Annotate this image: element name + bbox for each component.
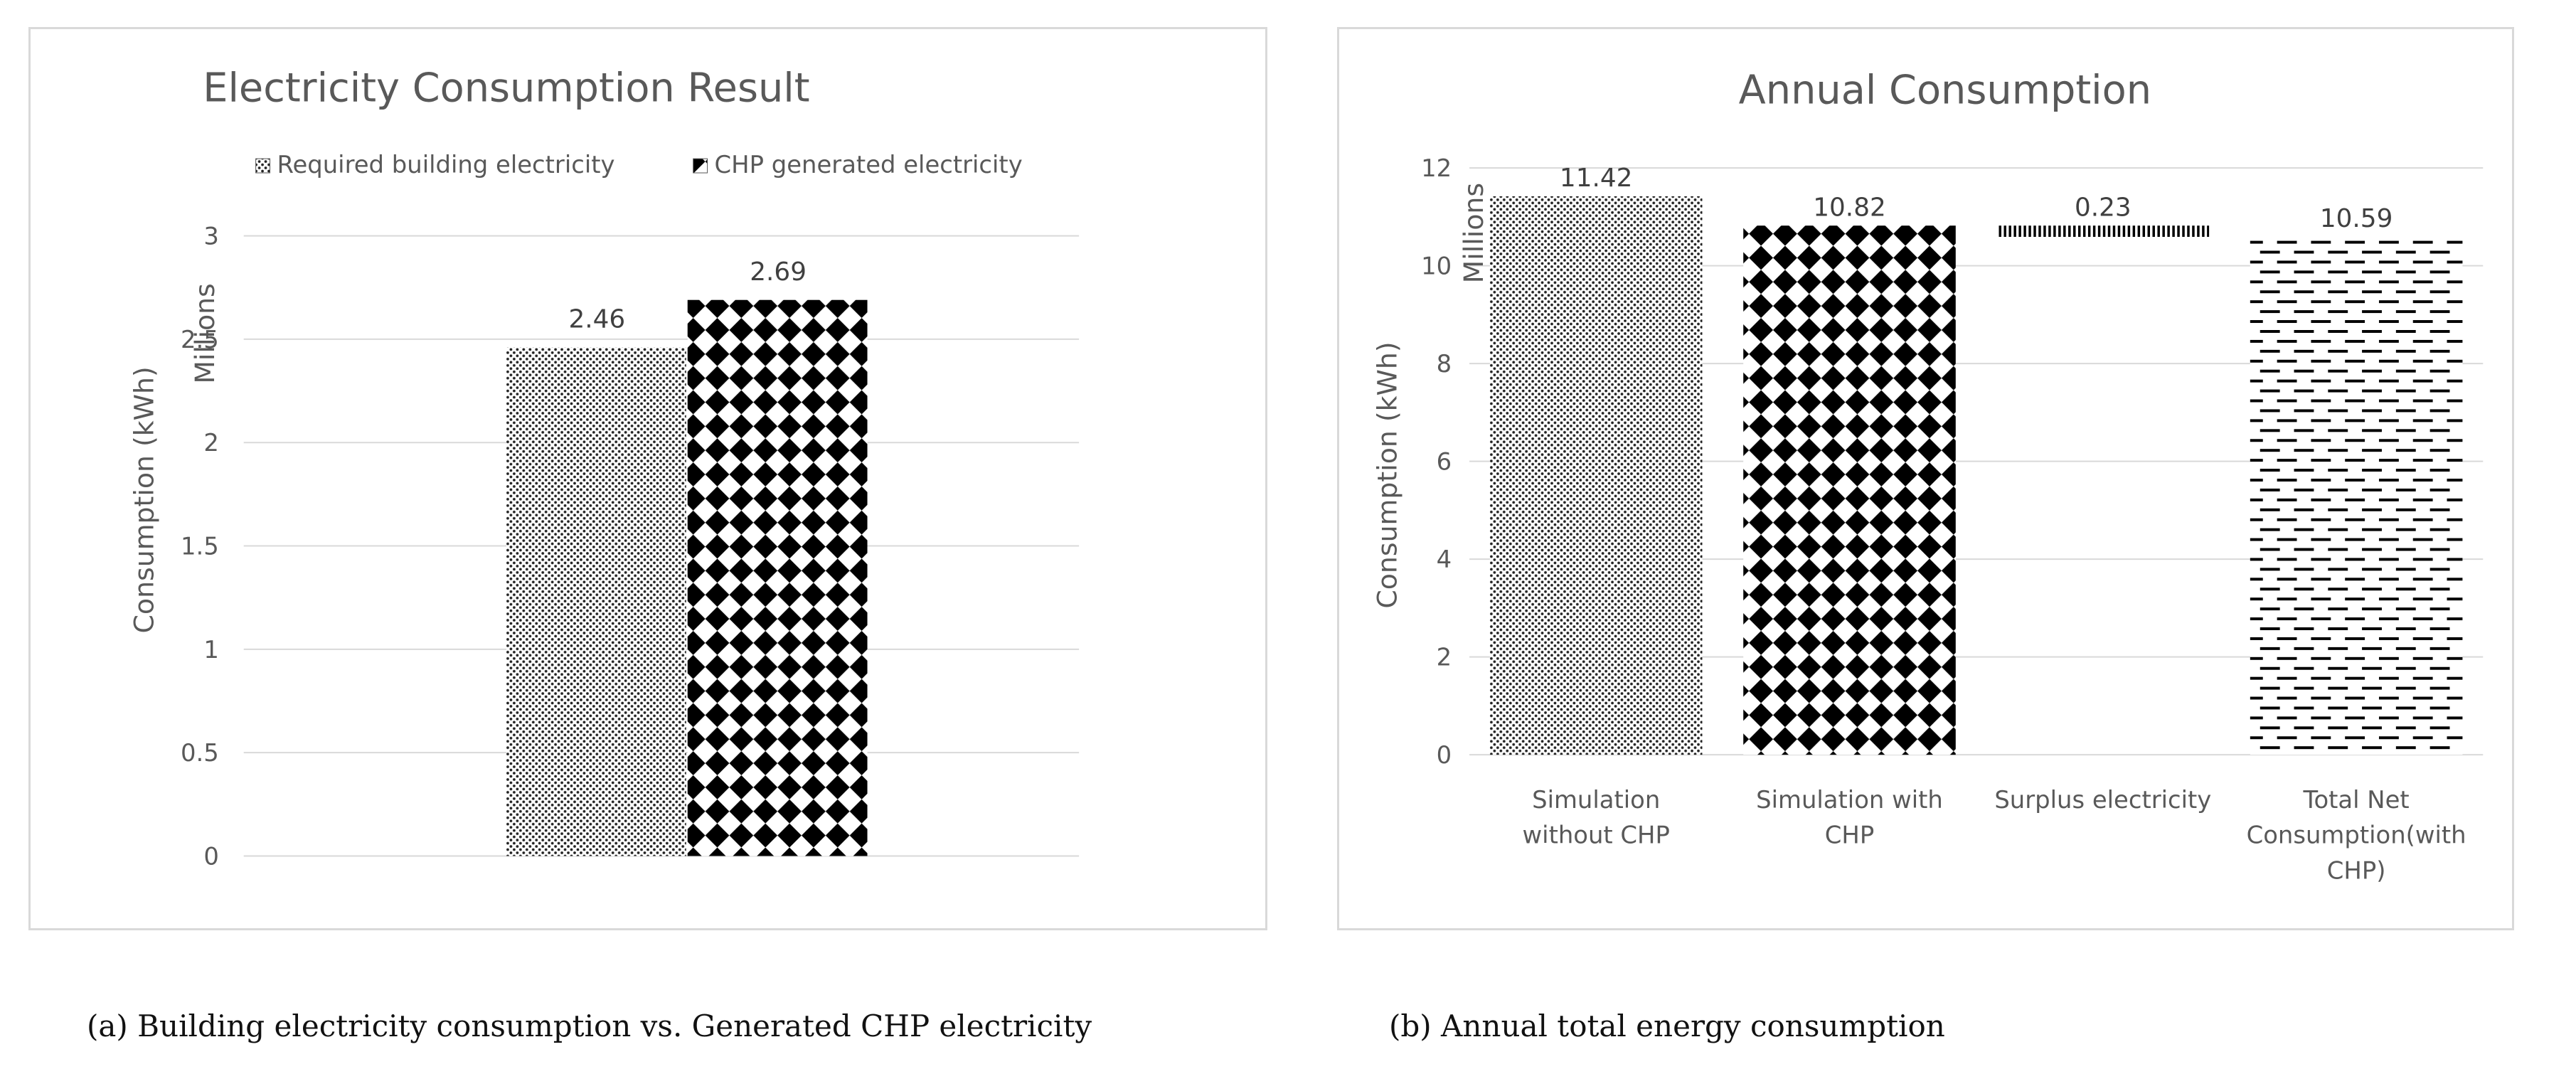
- y-axis-label: Consumption (kWh): [128, 366, 159, 633]
- figure-caption-a: (a) Building electricity consumption vs.…: [87, 1009, 1092, 1043]
- y-axis-unit: Millions: [1458, 183, 1489, 283]
- bar: [2250, 237, 2463, 755]
- y-tick-label: 12: [1421, 154, 1452, 182]
- x-category-label: without CHP: [1523, 822, 1670, 849]
- y-tick-label: 6: [1437, 448, 1452, 476]
- bar: [1996, 225, 2210, 238]
- y-tick-label: 0: [1437, 741, 1452, 769]
- data-label: 11.42: [1560, 164, 1633, 193]
- y-tick-label: 8: [1437, 350, 1452, 378]
- x-category-label: Surplus electricity: [1994, 786, 2211, 814]
- y-tick-label: 1.5: [181, 532, 219, 560]
- y-axis-unit: Millions: [189, 283, 220, 383]
- chart-panel-annual-consumption: Annual Consumption 0 2 4 6 8 10 12 Consumption (…: [1337, 27, 2514, 930]
- figure-caption-b: (b) Annual total energy consumption: [1389, 1009, 1945, 1043]
- x-category-label: Consumption(with: [2247, 822, 2466, 849]
- x-category-label: Simulation with: [1756, 786, 1943, 814]
- legend-label: CHP generated electricity: [715, 151, 1023, 179]
- y-tick-label: 0: [203, 842, 219, 870]
- x-category-label: CHP: [1825, 822, 1874, 849]
- x-category-label: CHP): [2327, 856, 2386, 884]
- data-label: 2.46: [568, 305, 625, 334]
- y-tick-label: 1: [203, 636, 219, 664]
- data-label: 0.23: [2075, 193, 2131, 222]
- data-label: 2.69: [750, 257, 807, 287]
- y-tick-label: 2.5: [181, 326, 219, 353]
- x-category-label: Total Net: [2303, 786, 2410, 814]
- y-tick-label: 4: [1437, 546, 1452, 573]
- chart-annual-consumption: Annual Consumption 0 2 4 6 8 10 12 Consumption (…: [1372, 68, 2484, 884]
- legend-swatch: [693, 158, 708, 174]
- y-tick-label: 2: [203, 429, 219, 457]
- y-tick-label: 0.5: [181, 739, 219, 767]
- y-tick-label: 3: [203, 223, 219, 250]
- y-tick-label: 10: [1421, 252, 1452, 280]
- chart-title: Electricity Consumption Result: [203, 65, 809, 112]
- legend-label: Required building electricity: [277, 151, 614, 179]
- bar: [1743, 225, 1956, 755]
- bar: [506, 347, 686, 856]
- chart-panel-electricity-consumption: Electricity Consumption Result Required b…: [28, 27, 1267, 930]
- y-axis-label: Consumption (kWh): [1372, 341, 1403, 608]
- chart-title: Annual Consumption: [1739, 68, 2151, 114]
- y-tick-label: 2: [1437, 644, 1452, 671]
- data-label: 10.82: [1813, 193, 1886, 222]
- bar: [687, 299, 868, 856]
- chart-electricity-consumption: Electricity Consumption Result Required b…: [128, 65, 1080, 870]
- legend-swatch: [255, 158, 271, 174]
- data-label: 10.59: [2320, 204, 2393, 233]
- bar: [1489, 196, 1703, 755]
- x-category-label: Simulation: [1532, 786, 1660, 814]
